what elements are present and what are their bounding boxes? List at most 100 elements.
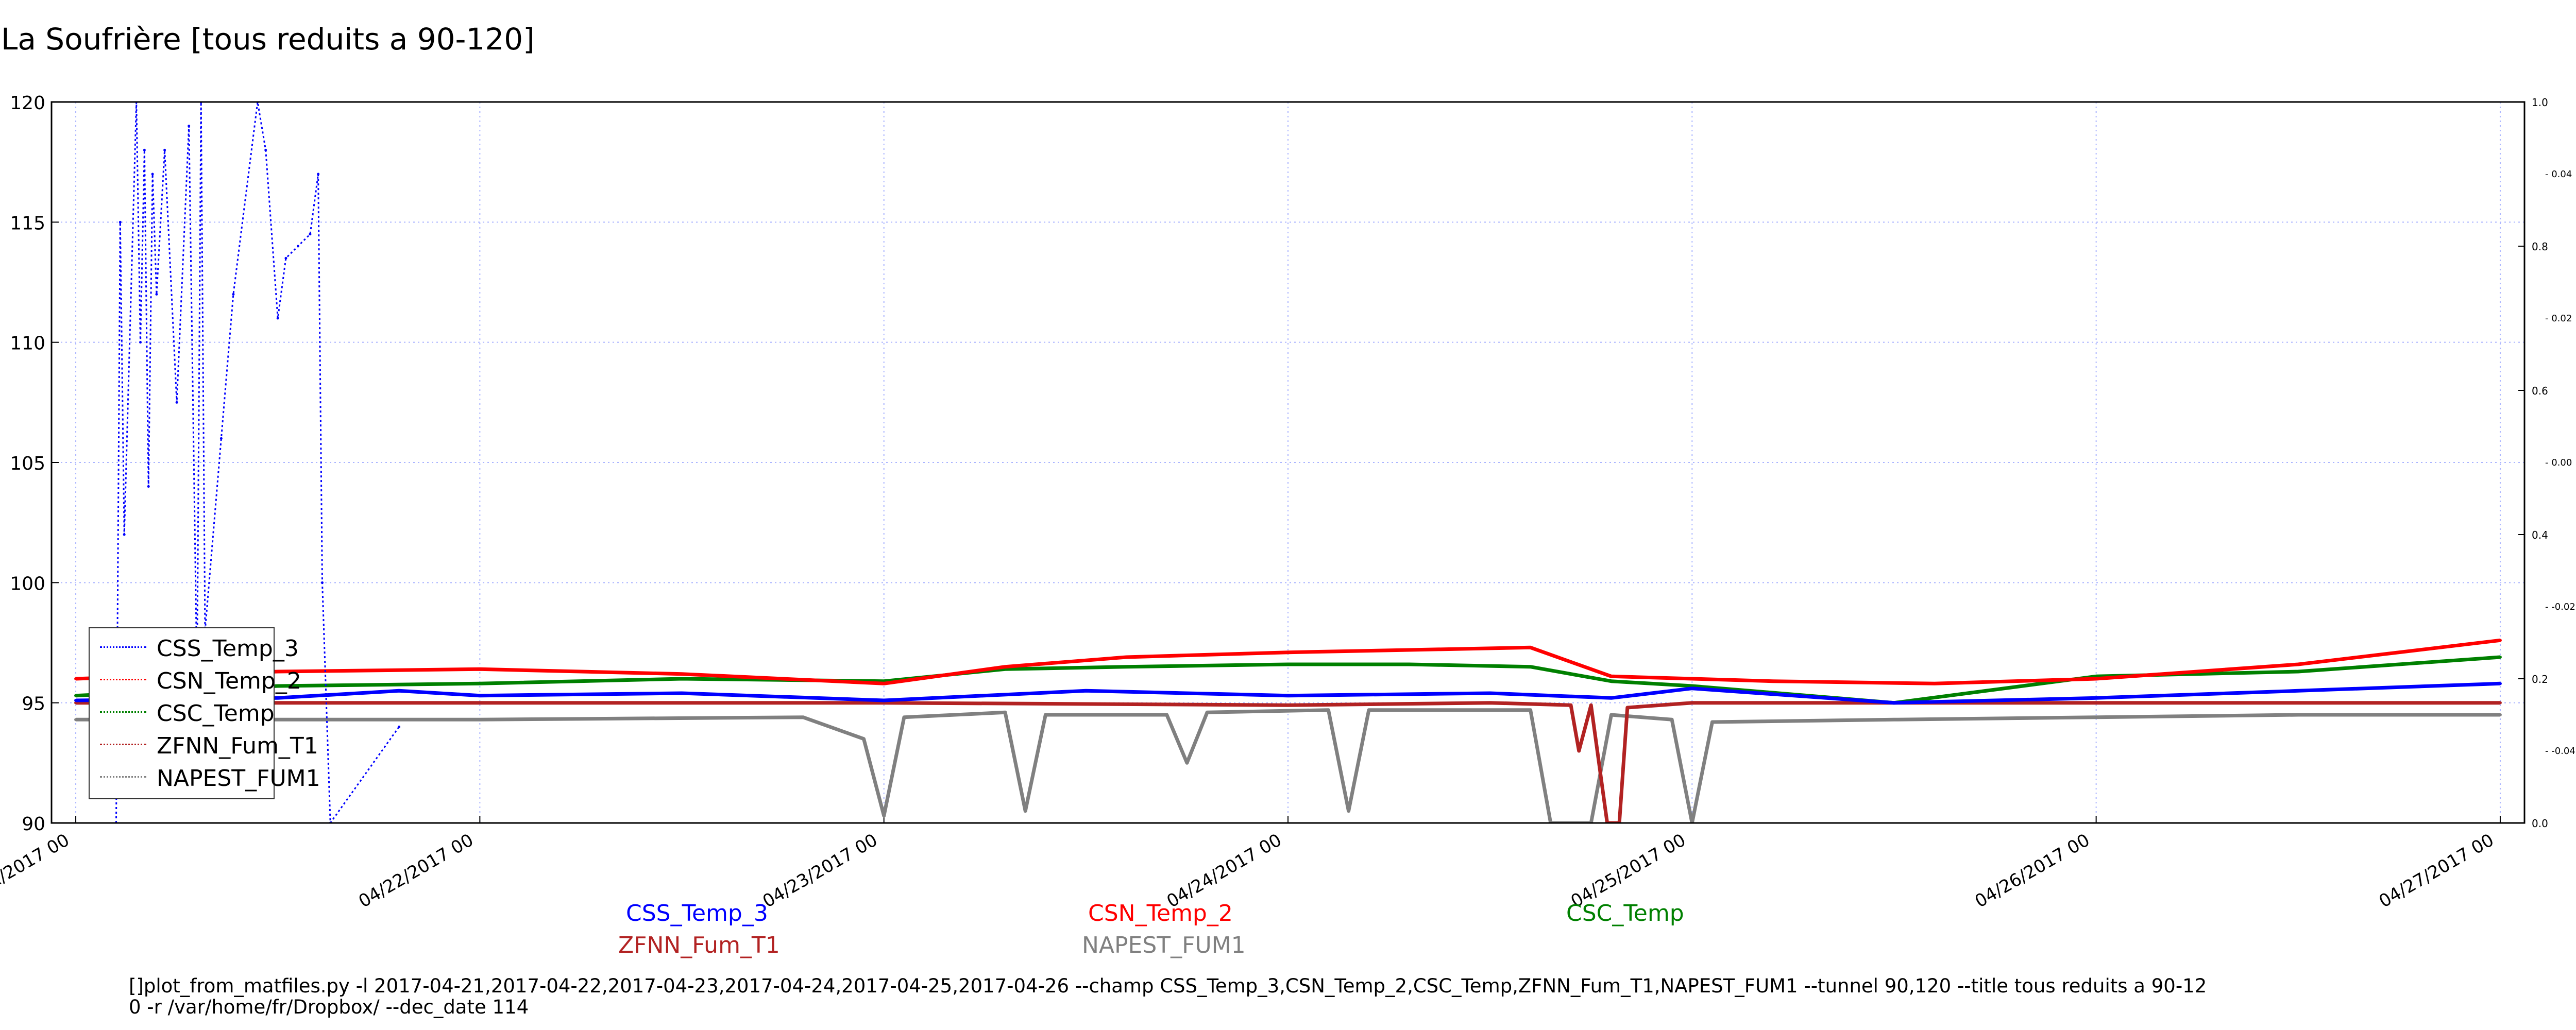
- data-point-csc-temp: [2296, 670, 2300, 673]
- data-point-css-temp-3: [1892, 701, 1896, 705]
- right-axis-inner-tick-label: - 0.00: [2545, 457, 2572, 468]
- legend-item-zfnn-fum-t1: ZFNN_Fum_T1: [90, 730, 318, 759]
- y-tick-label: 115: [10, 213, 45, 234]
- data-point-napest-fum1: [478, 718, 482, 722]
- y-tick-label: 120: [10, 93, 45, 114]
- data-point-napest-fum1: [2498, 713, 2502, 716]
- bottom-label-css-temp-3: CSS_Temp_3: [626, 900, 768, 926]
- data-point-zfnn-fum-t1: [1569, 703, 1573, 707]
- data-point-css-temp-3: [118, 220, 122, 224]
- data-point-zfnn-fum-t1: [2094, 701, 2098, 705]
- data-point-csc-temp: [1609, 679, 1613, 683]
- right-axis-inner-tick-label: - 0.04: [2545, 169, 2572, 180]
- plot-frame: [50, 101, 2526, 824]
- right-axis-tick-label: 0.6: [2532, 385, 2548, 397]
- data-point-napest-fum1: [1892, 718, 1896, 722]
- x-tick-label: 04/25/2017 00: [1567, 830, 1689, 912]
- data-point-css-temp-3: [398, 725, 401, 728]
- bottom-label-napest-fum1: NAPEST_FUM1: [1082, 932, 1246, 958]
- bottom-label-zfnn-fum-t1: ZFNN_Fum_T1: [618, 932, 780, 958]
- right-axis-tick-label: 0.2: [2532, 673, 2548, 685]
- data-point-napest-fum1: [1185, 761, 1189, 765]
- data-point-css-temp-3: [2094, 696, 2098, 700]
- chart-legend: CSS_Temp_3 CSN_Temp_2 CSC_Temp ZFNN_Fum_…: [89, 627, 320, 799]
- series-line-csc-temp: [75, 655, 2501, 705]
- data-point-css-temp-3: [74, 699, 78, 702]
- legend-label-napest-fum1: NAPEST_FUM1: [157, 765, 320, 792]
- legend-item-csc-temp: CSC_Temp: [90, 697, 275, 727]
- data-point-css-temp-3: [284, 256, 287, 260]
- data-point-csn-temp-2: [680, 672, 684, 676]
- data-point-css-temp-3: [397, 689, 401, 693]
- data-point-csc-temp: [680, 677, 684, 680]
- data-point-napest-fum1: [2296, 713, 2300, 716]
- legend-item-css-temp-3: CSS_Temp_3: [90, 632, 299, 662]
- data-point-css-temp-3: [1690, 686, 1694, 690]
- data-point-css-temp-3: [276, 696, 280, 700]
- data-point-css-temp-3: [188, 125, 191, 128]
- right-axis-tick-label: 0.8: [2532, 241, 2548, 253]
- right-axis-inner-tick-label: - 0.02: [2545, 313, 2572, 324]
- data-point-napest-fum1: [882, 814, 886, 817]
- bottom-label-csn-temp-2: CSN_Temp_2: [1088, 900, 1233, 926]
- data-point-napest-fum1: [862, 737, 866, 741]
- data-point-css-temp-3: [219, 437, 223, 440]
- data-point-csn-temp-2: [478, 667, 482, 671]
- data-point-napest-fum1: [1206, 711, 1209, 714]
- data-point-css-temp-3: [296, 245, 299, 248]
- data-point-csn-temp-2: [2094, 677, 2098, 680]
- right-axis-inner-tick-label: - -0.04: [2545, 746, 2575, 757]
- data-point-napest-fum1: [1024, 809, 1027, 813]
- data-point-css-temp-3: [123, 533, 126, 536]
- data-point-css-temp-3: [163, 148, 166, 151]
- data-point-css-temp-3: [276, 317, 279, 320]
- data-point-csn-temp-2: [276, 670, 280, 673]
- command-line-1: []plot_from_matfiles.py -l 2017-04-21,20…: [129, 975, 2207, 997]
- legend-marker-css-temp-3: [100, 646, 146, 648]
- data-point-css-temp-3: [139, 341, 142, 344]
- y-tick-label: 95: [22, 694, 45, 715]
- legend-marker-csn-temp-2: [100, 679, 146, 680]
- data-point-csc-temp: [2498, 656, 2502, 659]
- data-point-csc-temp: [1286, 663, 1290, 666]
- data-point-css-temp-3: [1488, 692, 1492, 695]
- series-line-napest-fum1: [76, 708, 2500, 823]
- data-point-css-temp-3: [2498, 682, 2502, 685]
- data-point-css-temp-3: [1084, 689, 1088, 693]
- data-point-napest-fum1: [1609, 713, 1613, 716]
- data-point-csn-temp-2: [2498, 639, 2502, 642]
- data-point-csn-temp-2: [1286, 650, 1290, 654]
- data-point-css-temp-3: [2296, 689, 2300, 693]
- legend-marker-csc-temp: [100, 711, 146, 713]
- legend-marker-zfnn-fum-t1: [100, 744, 146, 745]
- data-point-css-temp-3: [232, 293, 235, 296]
- data-point-csn-temp-2: [1609, 675, 1613, 678]
- data-point-zfnn-fum-t1: [1286, 703, 1290, 707]
- x-tick-label: 04/27/2017 00: [2376, 830, 2498, 912]
- data-point-csn-temp-2: [1771, 679, 1775, 683]
- data-point-zfnn-fum-t1: [1589, 703, 1593, 707]
- command-line-2: 0 -r /var/home/fr/Dropbox/ --dec_date 11…: [129, 995, 529, 1018]
- data-point-napest-fum1: [1710, 720, 1714, 724]
- x-tick-label: 04/24/2017 00: [1163, 830, 1285, 912]
- command-line-footer: []plot_from_matfiles.py -l 2017-04-21,20…: [129, 975, 2207, 1018]
- data-point-css-temp-3: [680, 692, 684, 695]
- legend-label-css-temp-3: CSS_Temp_3: [157, 636, 299, 662]
- series-line-css-temp-3: [115, 102, 400, 823]
- data-point-csc-temp: [1408, 663, 1411, 666]
- x-tick-label: 04/22/2017 00: [355, 830, 477, 912]
- bottom-label-csc-temp: CSC_Temp: [1566, 900, 1684, 926]
- data-point-css-temp-3: [882, 699, 886, 702]
- right-axis-inner-tick-label: - -0.02: [2545, 602, 2575, 612]
- data-point-napest-fum1: [902, 715, 906, 719]
- data-point-zfnn-fum-t1: [478, 701, 482, 705]
- data-point-css-temp-3: [1609, 696, 1613, 700]
- data-point-napest-fum1: [801, 715, 805, 719]
- series-line-zfnn-fum-t1: [76, 701, 2500, 823]
- y-tick-label: 105: [10, 453, 45, 474]
- data-point-napest-fum1: [1003, 711, 1007, 714]
- x-tick-label: 04/26/2017 00: [1972, 830, 2094, 912]
- legend-label-csc-temp: CSC_Temp: [157, 700, 275, 727]
- data-point-css-temp-3: [1286, 694, 1290, 697]
